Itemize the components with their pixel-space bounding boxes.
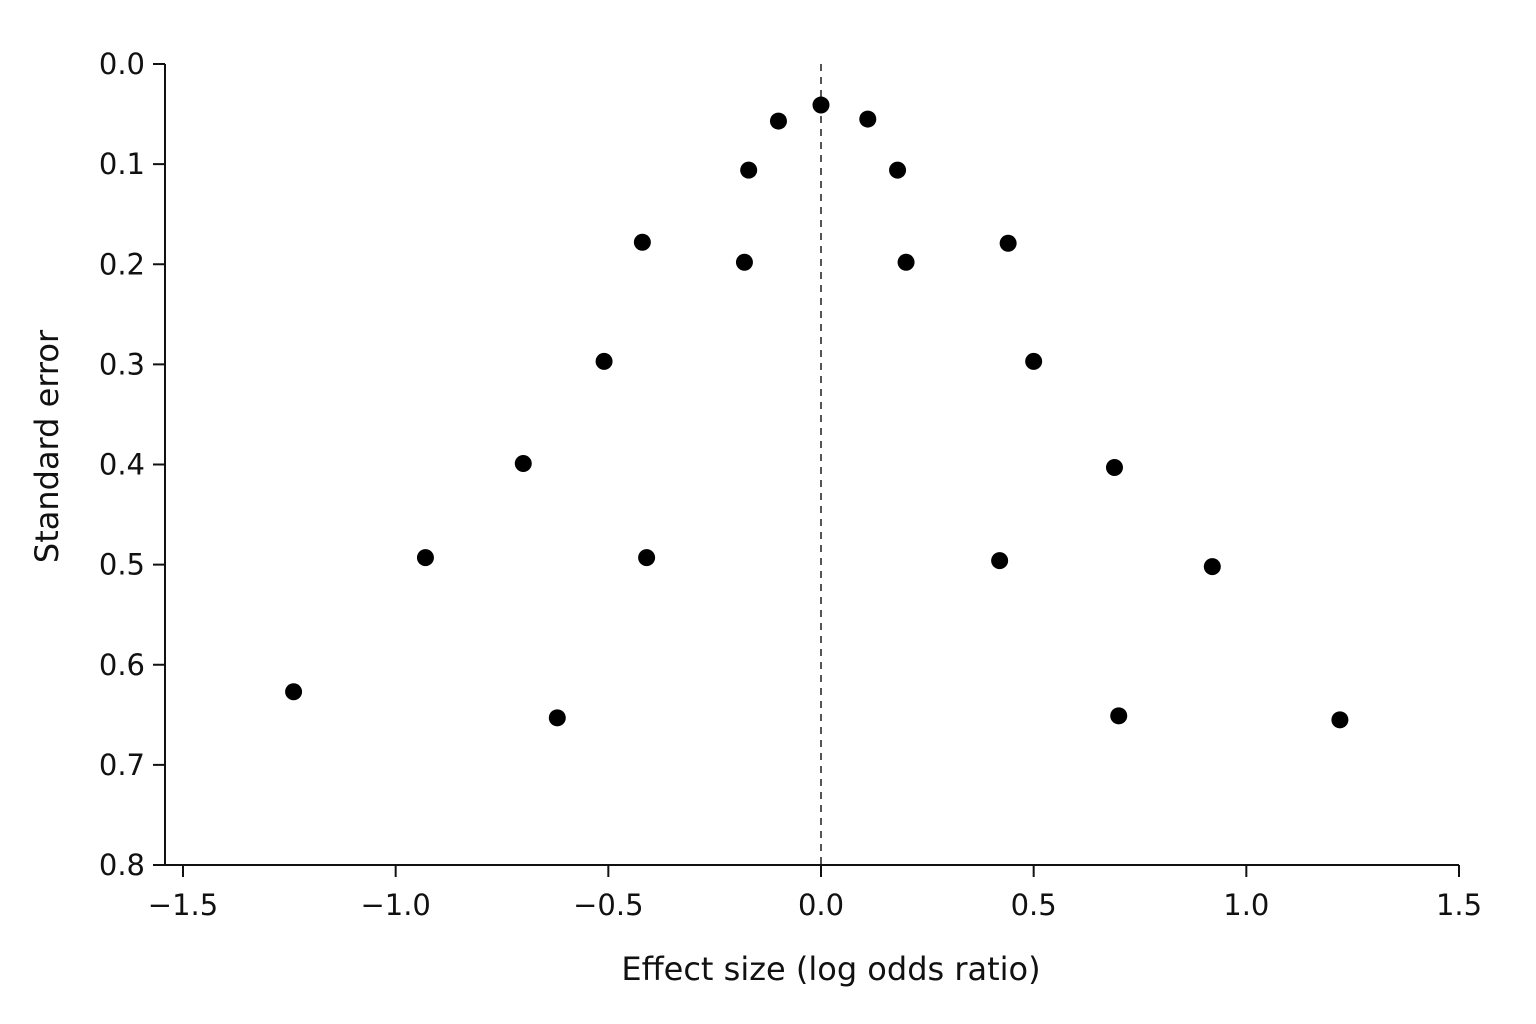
data-points bbox=[285, 96, 1349, 729]
y-tick-label: 0.2 bbox=[99, 247, 145, 281]
data-point bbox=[859, 110, 877, 128]
data-point bbox=[1105, 459, 1123, 477]
data-point bbox=[514, 454, 532, 472]
y-tick-label: 0.1 bbox=[99, 147, 145, 181]
data-point bbox=[769, 112, 787, 130]
data-point bbox=[889, 161, 907, 179]
y-tick-label: 0.5 bbox=[99, 548, 145, 582]
data-point bbox=[999, 234, 1017, 252]
y-axis-title: Standard error bbox=[28, 329, 66, 563]
x-axis-title: Effect size (log odds ratio) bbox=[621, 950, 1040, 988]
data-point bbox=[897, 253, 915, 271]
x-tick-label: 1.0 bbox=[1223, 888, 1269, 922]
x-tick-label: −0.5 bbox=[573, 888, 643, 922]
y-tick-label: 0.7 bbox=[99, 748, 145, 782]
data-point bbox=[595, 352, 613, 370]
x-tick-label: 0.0 bbox=[798, 888, 844, 922]
data-point bbox=[416, 549, 434, 567]
data-point bbox=[1203, 558, 1221, 576]
data-point bbox=[638, 549, 656, 567]
y-tick-label: 0.4 bbox=[99, 448, 145, 482]
data-point bbox=[991, 552, 1009, 570]
data-point bbox=[812, 96, 830, 114]
axes: 0.0 0.1 0.2 0.3 0.4 0.5 0.6 0.7 0.8−1.5 −1.0 −0.5 0… bbox=[99, 47, 1482, 922]
y-tick-label: 0.3 bbox=[99, 347, 145, 381]
data-point bbox=[633, 233, 651, 251]
x-tick-label: 0.5 bbox=[1011, 888, 1057, 922]
data-point bbox=[1110, 707, 1128, 725]
x-tick-label: −1.0 bbox=[360, 888, 430, 922]
data-point bbox=[285, 683, 303, 701]
x-tick-label: 1.5 bbox=[1436, 888, 1482, 922]
data-point bbox=[548, 709, 566, 727]
data-point bbox=[735, 253, 753, 271]
data-point bbox=[1025, 352, 1043, 370]
data-point bbox=[1331, 711, 1349, 729]
y-tick-label: 0.0 bbox=[99, 47, 145, 81]
y-tick-label: 0.6 bbox=[99, 648, 145, 682]
data-point bbox=[740, 161, 758, 179]
y-tick-label: 0.8 bbox=[99, 848, 145, 882]
x-tick-label: −1.5 bbox=[148, 888, 218, 922]
